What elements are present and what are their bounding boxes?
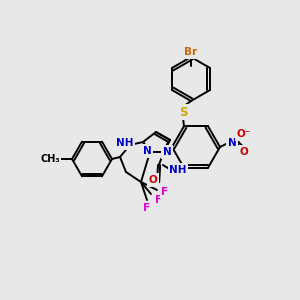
- Text: NH: NH: [116, 138, 134, 148]
- Text: Br: Br: [184, 47, 198, 57]
- Text: N: N: [228, 138, 236, 148]
- Text: CH₃: CH₃: [40, 154, 60, 164]
- Text: N: N: [163, 147, 171, 157]
- Text: S: S: [179, 106, 187, 118]
- Text: NH: NH: [169, 165, 187, 175]
- Text: O: O: [240, 147, 248, 157]
- Text: N: N: [142, 146, 152, 156]
- Text: F: F: [161, 187, 169, 197]
- Text: F: F: [155, 195, 163, 205]
- Text: O⁻: O⁻: [237, 129, 251, 139]
- Text: F: F: [143, 203, 151, 213]
- Text: O: O: [148, 175, 158, 185]
